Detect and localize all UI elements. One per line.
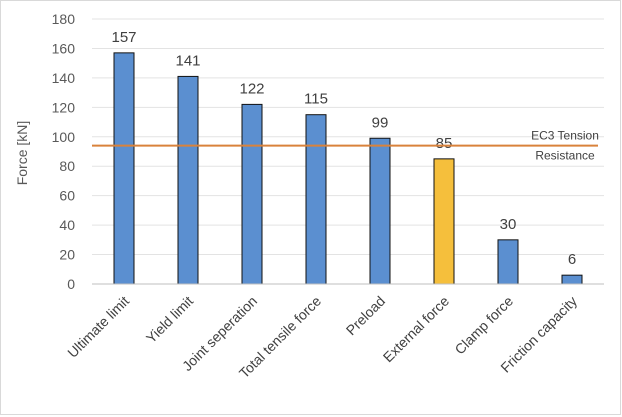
- bar-2: [177, 75, 199, 285]
- reference-line-label-2: Resistance: [535, 149, 595, 163]
- y-tick-label-80: 80: [59, 158, 75, 174]
- bar-5: [369, 137, 391, 285]
- data-label-8: 6: [568, 251, 576, 268]
- data-labels: 157 141 122 115 99 85 30 6: [111, 29, 576, 268]
- y-tick-label-160: 160: [52, 40, 76, 56]
- bar-6: [433, 158, 455, 285]
- data-label-3: 122: [239, 80, 264, 97]
- y-tick-label-100: 100: [52, 129, 76, 145]
- category-label-2: Yield limit: [143, 293, 196, 346]
- category-label-7: Clamp force: [451, 293, 516, 358]
- y-axis-ticks: 0 20 40 60 80 100 120 140 160 180: [52, 11, 76, 292]
- bar-3: [241, 103, 263, 285]
- category-label-5: Preload: [343, 293, 388, 338]
- bars: [113, 52, 583, 285]
- y-tick-label-180: 180: [52, 11, 76, 27]
- y-tick-label-20: 20: [59, 247, 75, 263]
- y-tick-label-40: 40: [59, 217, 75, 233]
- data-label-4: 115: [304, 91, 328, 108]
- data-label-7: 30: [500, 216, 517, 233]
- reference-line-label-1: EC3 Tension: [531, 129, 599, 143]
- data-label-5: 99: [372, 114, 389, 131]
- bar-1: [113, 52, 135, 285]
- bar-7: [497, 239, 519, 285]
- y-tick-label-0: 0: [67, 276, 75, 292]
- data-label-2: 141: [175, 52, 200, 69]
- data-label-1: 157: [111, 29, 136, 46]
- bar-4: [305, 114, 327, 285]
- y-tick-label-140: 140: [52, 70, 76, 86]
- data-label-6: 85: [436, 135, 453, 152]
- y-axis-label: Force [kN]: [14, 121, 30, 186]
- bar-8: [561, 274, 583, 285]
- gridlines: [92, 18, 604, 256]
- y-tick-label-120: 120: [52, 99, 76, 115]
- y-tick-label-60: 60: [59, 188, 75, 204]
- category-label-1: Ultimate limit: [64, 293, 132, 361]
- category-label-6: External force: [380, 293, 453, 366]
